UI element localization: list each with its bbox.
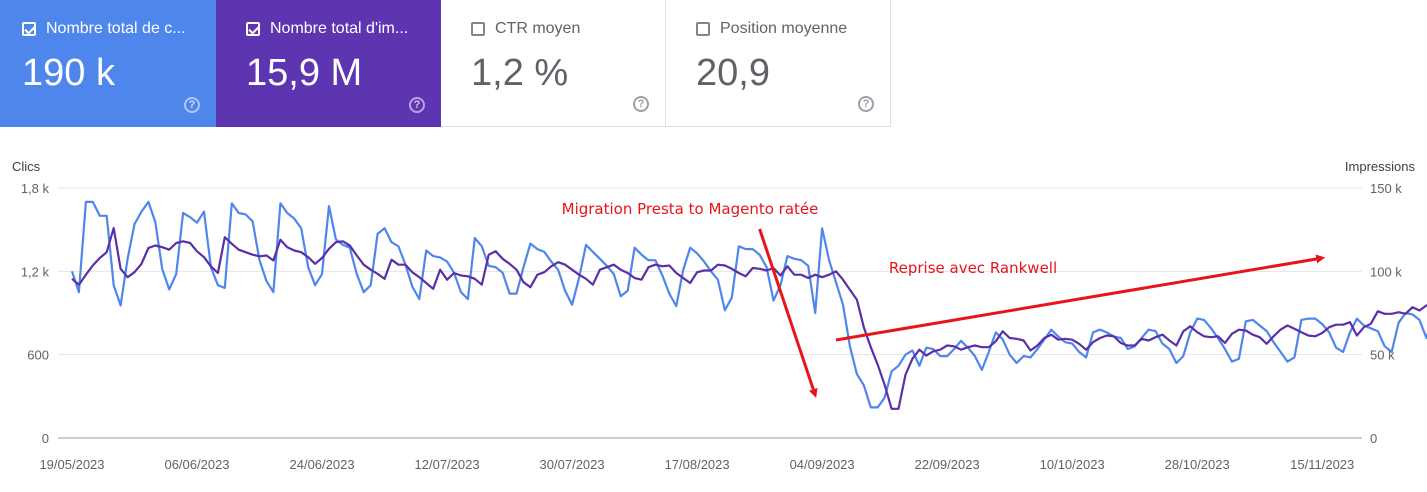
help-icon[interactable]: ? <box>858 96 874 112</box>
checkbox-checked-icon[interactable] <box>246 22 260 36</box>
x-tick-label: 22/09/2023 <box>915 457 980 472</box>
right-tick-label: 150 k <box>1370 181 1402 196</box>
right-tick-label: 0 <box>1370 431 1377 446</box>
x-tick-label: 10/10/2023 <box>1040 457 1105 472</box>
annotation-arrow <box>835 254 1326 342</box>
x-tick-label: 04/09/2023 <box>790 457 855 472</box>
annotation-arrow <box>758 228 818 398</box>
left-tick-label: 1,8 k <box>21 181 50 196</box>
metric-label: Nombre total d'im... <box>270 20 409 37</box>
metric-card-clicks[interactable]: Nombre total de c... 190 k ? <box>0 0 216 127</box>
checkbox-unchecked-icon[interactable] <box>696 22 710 36</box>
annotation-label: Reprise avec Rankwell <box>889 259 1057 277</box>
help-icon[interactable]: ? <box>409 97 425 113</box>
x-tick-label: 24/06/2023 <box>290 457 355 472</box>
right-tick-label: 50 k <box>1370 348 1395 363</box>
x-tick-label: 28/10/2023 <box>1165 457 1230 472</box>
metric-card-position[interactable]: Position moyenne 20,9 ? <box>666 0 891 127</box>
metric-header: Nombre total d'im... <box>246 20 408 38</box>
checkbox-checked-icon[interactable] <box>22 22 36 36</box>
metric-value: 1,2 % <box>471 52 569 94</box>
annotation-label: Migration Presta to Magento ratée <box>562 200 819 218</box>
x-tick-label: 30/07/2023 <box>540 457 605 472</box>
series-line-right <box>71 226 1427 410</box>
metric-value: 20,9 <box>696 52 770 94</box>
metric-header: Position moyenne <box>696 20 847 38</box>
left-tick-label: 1,2 k <box>21 264 50 279</box>
series-line-left <box>70 200 1427 409</box>
left-tick-label: 600 <box>27 348 49 363</box>
help-icon[interactable]: ? <box>633 96 649 112</box>
left-axis-title: Clics <box>12 159 41 174</box>
metric-label: CTR moyen <box>495 20 581 37</box>
metric-header: Nombre total de c... <box>22 20 186 38</box>
right-tick-label: 100 k <box>1370 264 1402 279</box>
metric-label: Nombre total de c... <box>46 20 186 37</box>
metric-label: Position moyenne <box>720 20 848 37</box>
metric-header: CTR moyen <box>471 20 580 38</box>
metric-value: 190 k <box>22 52 115 94</box>
right-axis-title: Impressions <box>1344 159 1415 174</box>
checkbox-unchecked-icon[interactable] <box>471 22 485 36</box>
left-tick-label: 0 <box>42 431 49 446</box>
x-tick-label: 06/06/2023 <box>164 457 229 472</box>
x-tick-label: 12/07/2023 <box>415 457 480 472</box>
x-tick-label: 15/11/2023 <box>1290 457 1354 472</box>
metric-card-ctr[interactable]: CTR moyen 1,2 % ? <box>441 0 666 127</box>
help-icon[interactable]: ? <box>184 97 200 113</box>
metric-card-impressions[interactable]: Nombre total d'im... 15,9 M ? <box>216 0 441 127</box>
x-tick-label: 17/08/2023 <box>665 457 730 472</box>
metric-value: 15,9 M <box>246 52 363 94</box>
x-tick-label: 19/05/2023 <box>39 457 104 472</box>
